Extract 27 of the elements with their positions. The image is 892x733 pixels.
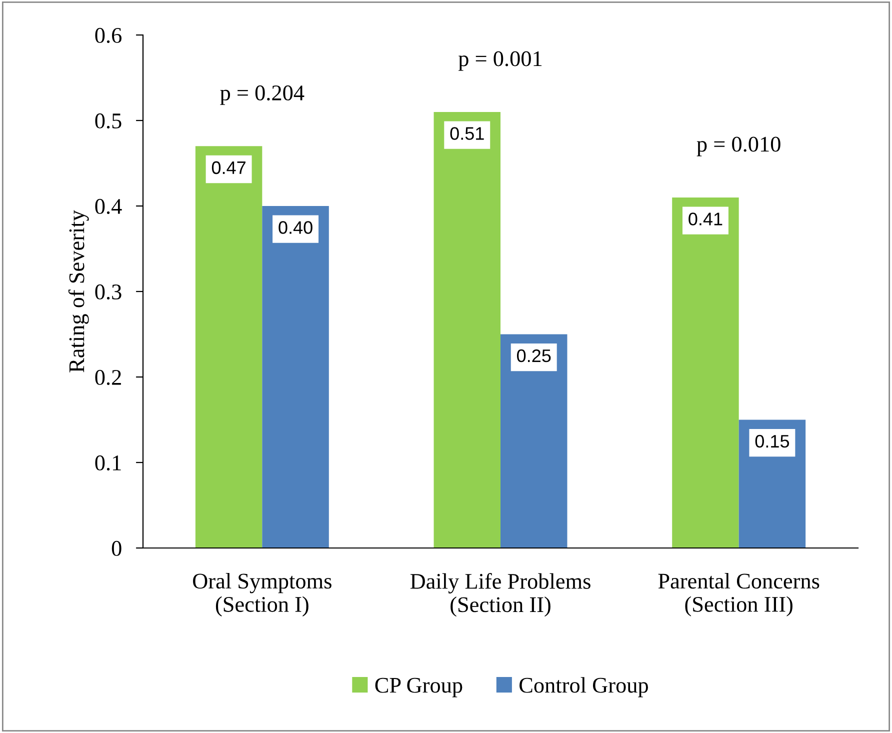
y-tick-label: 0.5 [95,113,122,129]
x-tick-label: Oral Symptoms (Section I) [193,573,332,616]
bar [262,206,329,548]
y-tick-label: 0.1 [95,455,121,471]
bar [434,112,500,548]
data-label: 0.41 [688,212,722,226]
data-label: 0.25 [517,349,551,362]
data-label: 0.51 [450,127,484,140]
annotation: p = 0.010 [696,136,780,156]
y-tick-label: 0.4 [95,198,122,214]
y-tick-label: 0.3 [95,284,122,300]
annotation: p = 0.001 [458,51,542,71]
data-label: 0.40 [278,221,312,234]
x-tick-label: Daily Life Problems (Section II) [410,573,590,617]
y-tick-label: 0 [112,540,122,556]
annotation: p = 0.204 [220,85,304,105]
y-tick-label: 0.6 [95,28,122,44]
bar [672,197,739,548]
bar [500,334,568,548]
data-label: 0.47 [212,161,246,174]
data-label: 0.15 [755,434,790,448]
legend-label: CP Group [375,678,462,698]
y-tick-label: 0.2 [95,370,121,386]
y-axis-title: Rating of Severity [68,210,89,372]
x-tick-label: Parental Concerns (Section III) [658,573,820,616]
legend-label: Control Group [520,677,648,698]
bar [195,146,262,548]
